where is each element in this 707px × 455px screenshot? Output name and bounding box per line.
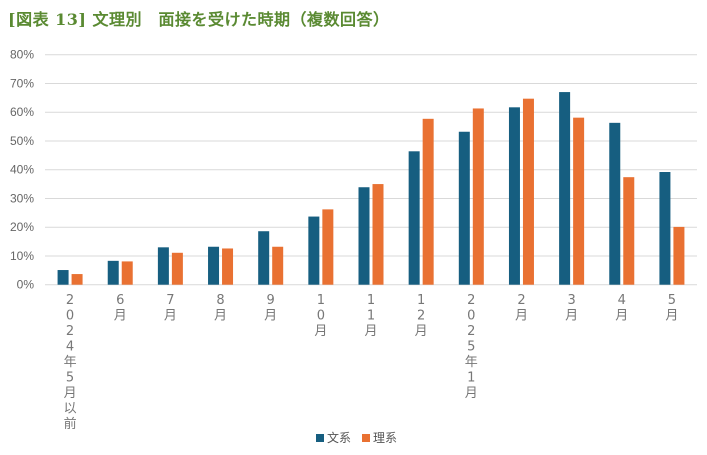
bar-rikei	[121, 261, 133, 285]
bar-bunkei	[358, 187, 370, 285]
x-tick-label: 2 0 2 4 年 5 月以前	[64, 293, 77, 432]
bar-bunkei	[208, 246, 220, 285]
bar-rikei	[322, 209, 334, 285]
y-tick-label: 20%	[10, 220, 34, 234]
bar-rikei	[272, 246, 284, 285]
y-tick-label: 30%	[10, 191, 34, 205]
bar-bunkei	[659, 172, 671, 285]
bar-bunkei	[157, 247, 169, 285]
bar-bunkei	[408, 151, 420, 285]
bar-bunkei	[559, 92, 571, 285]
y-tick-label: 10%	[10, 249, 34, 263]
bar-bunkei	[57, 270, 69, 285]
bar-rikei	[673, 226, 685, 285]
bar-rikei	[573, 117, 585, 285]
bar-rikei	[422, 118, 434, 285]
bar-rikei	[222, 248, 234, 285]
legend-swatch	[316, 434, 324, 442]
y-tick-label: 40%	[10, 163, 34, 177]
bar-bunkei	[107, 260, 119, 285]
y-tick-label: 0%	[17, 278, 35, 292]
legend-label: 理系	[373, 431, 397, 445]
bar-rikei	[171, 252, 183, 285]
bar-rikei	[623, 177, 635, 285]
y-tick-label: 80%	[10, 48, 34, 62]
legend-swatch	[362, 434, 370, 442]
bar-rikei	[372, 184, 384, 285]
legend-label: 文系	[327, 430, 351, 445]
bar-bunkei	[609, 122, 621, 285]
bar-rikei	[472, 108, 484, 285]
y-tick-label: 60%	[10, 105, 34, 119]
chart-title: [図表 13] 文理別 面接を受けた時期（複数回答）	[8, 10, 390, 29]
bar-bunkei	[508, 107, 520, 285]
bar-bunkei	[258, 231, 270, 285]
bar-bunkei	[458, 131, 470, 285]
bar-rikei	[522, 98, 534, 285]
y-tick-label: 50%	[10, 134, 34, 148]
bar-rikei	[71, 274, 83, 285]
y-tick-label: 70%	[10, 76, 34, 90]
bar-bunkei	[308, 216, 320, 285]
